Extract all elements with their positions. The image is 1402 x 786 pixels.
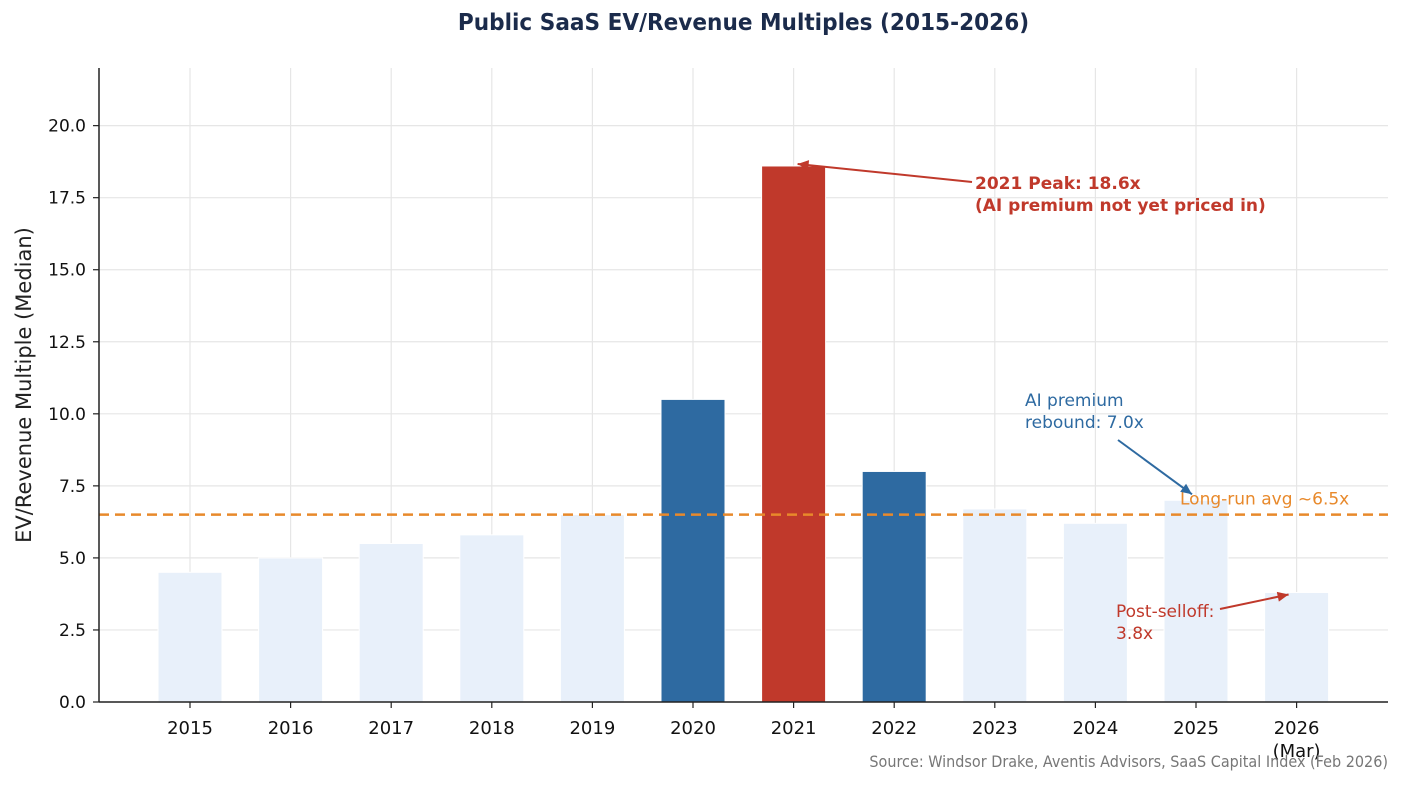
annotation-arrow <box>797 162 973 183</box>
x-tick-label: 2026 <box>1274 718 1320 739</box>
x-tick-label: (Mar) <box>1273 741 1321 762</box>
x-tick-label: 2016 <box>268 718 314 739</box>
annotation-arrow <box>1219 593 1289 610</box>
bar-1 <box>258 557 324 703</box>
x-tick-label: 2020 <box>670 718 716 739</box>
arrow-head <box>1180 483 1192 495</box>
annotation-text: (AI premium not yet priced in) <box>975 196 1266 216</box>
x-tick-label: 2015 <box>167 718 213 739</box>
annotation-2: Post-selloff:3.8x <box>1116 591 1289 644</box>
y-tick-label: 5.0 <box>59 549 86 569</box>
chart-title: Public SaaS EV/Revenue Multiples (2015-2… <box>457 10 1030 36</box>
bar-3 <box>459 534 525 703</box>
arrow-head <box>1276 591 1289 602</box>
reference-line-group: Long-run avg ~6.5x <box>99 490 1388 516</box>
x-tick-label: 2021 <box>771 718 817 739</box>
y-tick-label: 17.5 <box>48 189 86 209</box>
annotations: 2021 Peak: 18.6x(AI premium not yet pric… <box>797 160 1289 644</box>
y-tick-label: 20.0 <box>48 117 86 137</box>
annotation-text: 3.8x <box>1116 624 1153 644</box>
arrow-head <box>797 160 810 171</box>
x-tick-label: 2025 <box>1173 718 1219 739</box>
bar-10 <box>1163 499 1229 703</box>
y-axis-label: EV/Revenue Multiple (Median) <box>12 227 36 543</box>
x-tick-label: 2022 <box>871 718 917 739</box>
bar-11 <box>1264 591 1330 703</box>
source-note: Source: Windsor Drake, Aventis Advisors,… <box>869 752 1388 771</box>
annotation-text: 2021 Peak: 18.6x <box>975 174 1141 194</box>
y-tick-label: 7.5 <box>59 477 86 497</box>
y-tick-label: 12.5 <box>48 333 86 353</box>
bar-5 <box>660 398 726 703</box>
bar-8 <box>962 508 1028 703</box>
bar-0 <box>157 571 223 703</box>
annotation-text: Post-selloff: <box>1116 602 1214 622</box>
y-tick-label: 2.5 <box>59 621 86 641</box>
annotation-arrow <box>1117 439 1193 496</box>
bar-4 <box>559 514 625 703</box>
tick-labels: 0.0 2.5 5.0 7.5 10.0 12.5 15.0 17.5 20.0 2015 2016… <box>48 117 1320 762</box>
x-tick-label: 2024 <box>1072 718 1118 739</box>
y-tick-label: 10.0 <box>48 405 86 425</box>
bars <box>157 165 1330 703</box>
bar-2 <box>358 543 424 703</box>
x-tick-label: 2018 <box>469 718 515 739</box>
y-tick-label: 0.0 <box>59 693 86 713</box>
axes <box>98 68 1388 703</box>
bar-9 <box>1062 522 1128 703</box>
x-tick-label: 2019 <box>569 718 615 739</box>
annotation-text: rebound: 7.0x <box>1025 413 1144 433</box>
x-tick-label: 2023 <box>972 718 1018 739</box>
annotation-text: AI premium <box>1025 391 1124 411</box>
x-tick-label: 2017 <box>368 718 414 739</box>
annotation-0: 2021 Peak: 18.6x(AI premium not yet pric… <box>797 160 1266 216</box>
bar-7 <box>861 470 927 703</box>
bar-6 <box>761 165 827 703</box>
reference-line-label: Long-run avg ~6.5x <box>1180 490 1349 510</box>
y-tick-label: 15.0 <box>48 261 86 281</box>
